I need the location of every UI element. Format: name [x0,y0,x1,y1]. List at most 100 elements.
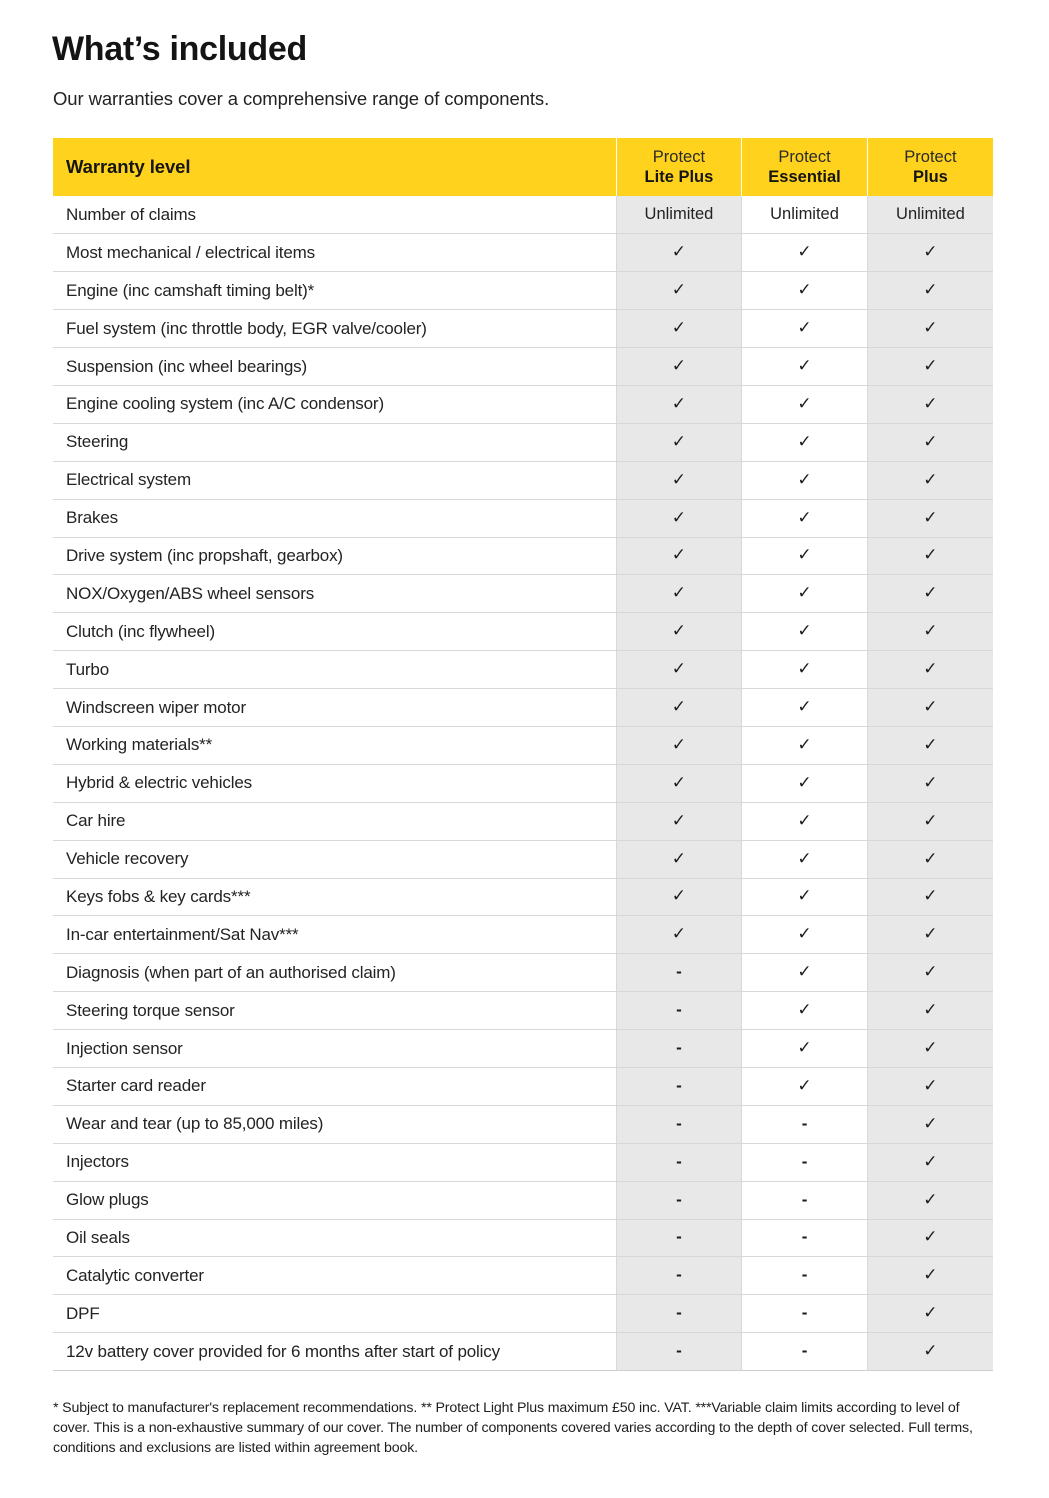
feature-label: Steering [53,423,617,462]
feature-label: Starter card reader [53,1067,617,1106]
check-icon: ✓ [671,659,687,680]
coverage-value-label: Unlimited [770,205,839,224]
feature-label: Steering torque sensor [53,991,617,1031]
table-row: Electrical system ✓ ✓ ✓ [53,461,993,500]
check-icon: ✓ [923,886,938,907]
check-icon: ✓ [797,886,812,907]
coverage-excluded-cell: - [741,1143,868,1182]
check-icon: ✓ [923,1303,938,1324]
check-icon: ✓ [671,621,687,642]
dash-icon: - [676,1227,682,1247]
check-icon: ✓ [797,469,812,490]
check-icon: ✓ [923,242,938,263]
table-row: Steering torque sensor - ✓ ✓ [53,991,993,1031]
table-row: Glow plugs - - ✓ [53,1181,993,1220]
coverage-value-cell: Unlimited [741,196,868,235]
feature-label: Injectors [53,1143,617,1182]
coverage-included-cell: ✓ [616,840,743,879]
dash-icon: - [676,1075,682,1095]
check-icon: ✓ [797,621,812,642]
coverage-included-cell: ✓ [741,461,868,500]
coverage-value-label: Unlimited [896,205,965,224]
coverage-included-cell: ✓ [867,915,993,955]
check-icon: ✓ [671,697,687,718]
plan-brand-label: Protect [778,147,831,166]
coverage-included-cell: ✓ [741,1067,868,1106]
coverage-excluded-cell: - [616,1294,743,1334]
check-icon: ✓ [797,848,812,869]
check-icon: ✓ [923,1151,938,1172]
coverage-included-cell: ✓ [616,612,743,652]
table-row: Car hire ✓ ✓ ✓ [53,802,993,841]
dash-icon: - [801,1341,808,1361]
column-header-protect-plus: Protect Plus [866,138,993,196]
dash-icon: - [801,1227,808,1247]
table-row: Engine cooling system (inc A/C condensor… [53,385,993,424]
coverage-included-cell: ✓ [741,650,868,690]
feature-label: Drive system (inc propshaft, gearbox) [53,537,617,576]
coverage-included-cell: ✓ [616,309,743,349]
check-icon: ✓ [923,697,938,718]
check-icon: ✓ [797,545,812,566]
check-icon: ✓ [671,810,687,831]
plan-tier-label: Essential [768,168,841,186]
plan-tier-label: Lite Plus [644,168,714,186]
check-icon: ✓ [797,697,812,718]
table-row: Drive system (inc propshaft, gearbox) ✓ ✓ ✓ [53,537,993,576]
coverage-included-cell: ✓ [741,726,868,765]
feature-label: Wear and tear (up to 85,000 miles) [53,1105,617,1144]
feature-label: Brakes [53,499,617,538]
footnote-text: * Subject to manufacturer's replacement … [53,1400,973,1457]
dash-icon: - [676,1113,682,1133]
check-icon: ✓ [797,1000,812,1021]
check-icon: ✓ [797,734,812,755]
coverage-included-cell: ✓ [867,1105,993,1144]
feature-label: NOX/Oxygen/ABS wheel sensors [53,574,617,614]
coverage-included-cell: ✓ [867,233,993,273]
coverage-included-cell: ✓ [741,991,868,1031]
column-header-protect-lite-plus: Protect Lite Plus [615,138,742,196]
coverage-excluded-cell: - [616,1332,743,1372]
table-row: Clutch (inc flywheel) ✓ ✓ ✓ [53,612,993,652]
coverage-included-cell: ✓ [616,688,743,727]
table-row: Oil seals - - ✓ [53,1219,993,1258]
coverage-included-cell: ✓ [867,726,993,765]
coverage-included-cell: ✓ [616,764,743,803]
check-icon: ✓ [671,583,687,604]
coverage-included-cell: ✓ [741,840,868,879]
coverage-included-cell: ✓ [741,574,868,614]
coverage-included-cell: ✓ [616,650,743,690]
feature-label: Engine (inc camshaft timing belt)* [53,271,617,311]
check-icon: ✓ [671,924,687,945]
coverage-excluded-cell: - [616,991,743,1031]
page-title: What’s included [52,30,307,68]
check-icon: ✓ [797,583,812,604]
coverage-included-cell: ✓ [616,915,743,955]
coverage-included-cell: ✓ [616,347,743,386]
coverage-included-cell: ✓ [741,423,868,462]
table-row: Brakes ✓ ✓ ✓ [53,499,993,538]
coverage-excluded-cell: - [741,1256,868,1296]
feature-label: Working materials** [53,726,617,765]
check-icon: ✓ [923,1265,938,1286]
feature-label: Glow plugs [53,1181,617,1220]
check-icon: ✓ [923,356,938,376]
coverage-excluded-cell: - [741,1294,868,1334]
coverage-included-cell: ✓ [867,840,993,879]
coverage-excluded-cell: - [741,1332,868,1372]
coverage-excluded-cell: - [616,1067,743,1106]
check-icon: ✓ [923,583,938,604]
check-icon: ✓ [923,393,938,414]
feature-label: Number of claims [53,196,617,235]
check-icon: ✓ [797,810,812,831]
check-icon: ✓ [923,1341,938,1362]
dash-icon: - [676,1265,682,1285]
check-icon: ✓ [797,280,812,301]
check-icon: ✓ [923,734,938,755]
dash-icon: - [676,962,682,982]
check-icon: ✓ [671,545,687,566]
table-row: Suspension (inc wheel bearings) ✓ ✓ ✓ [53,347,993,386]
coverage-included-cell: ✓ [867,385,993,424]
coverage-excluded-cell: - [616,1143,743,1182]
check-icon: ✓ [923,1000,938,1021]
